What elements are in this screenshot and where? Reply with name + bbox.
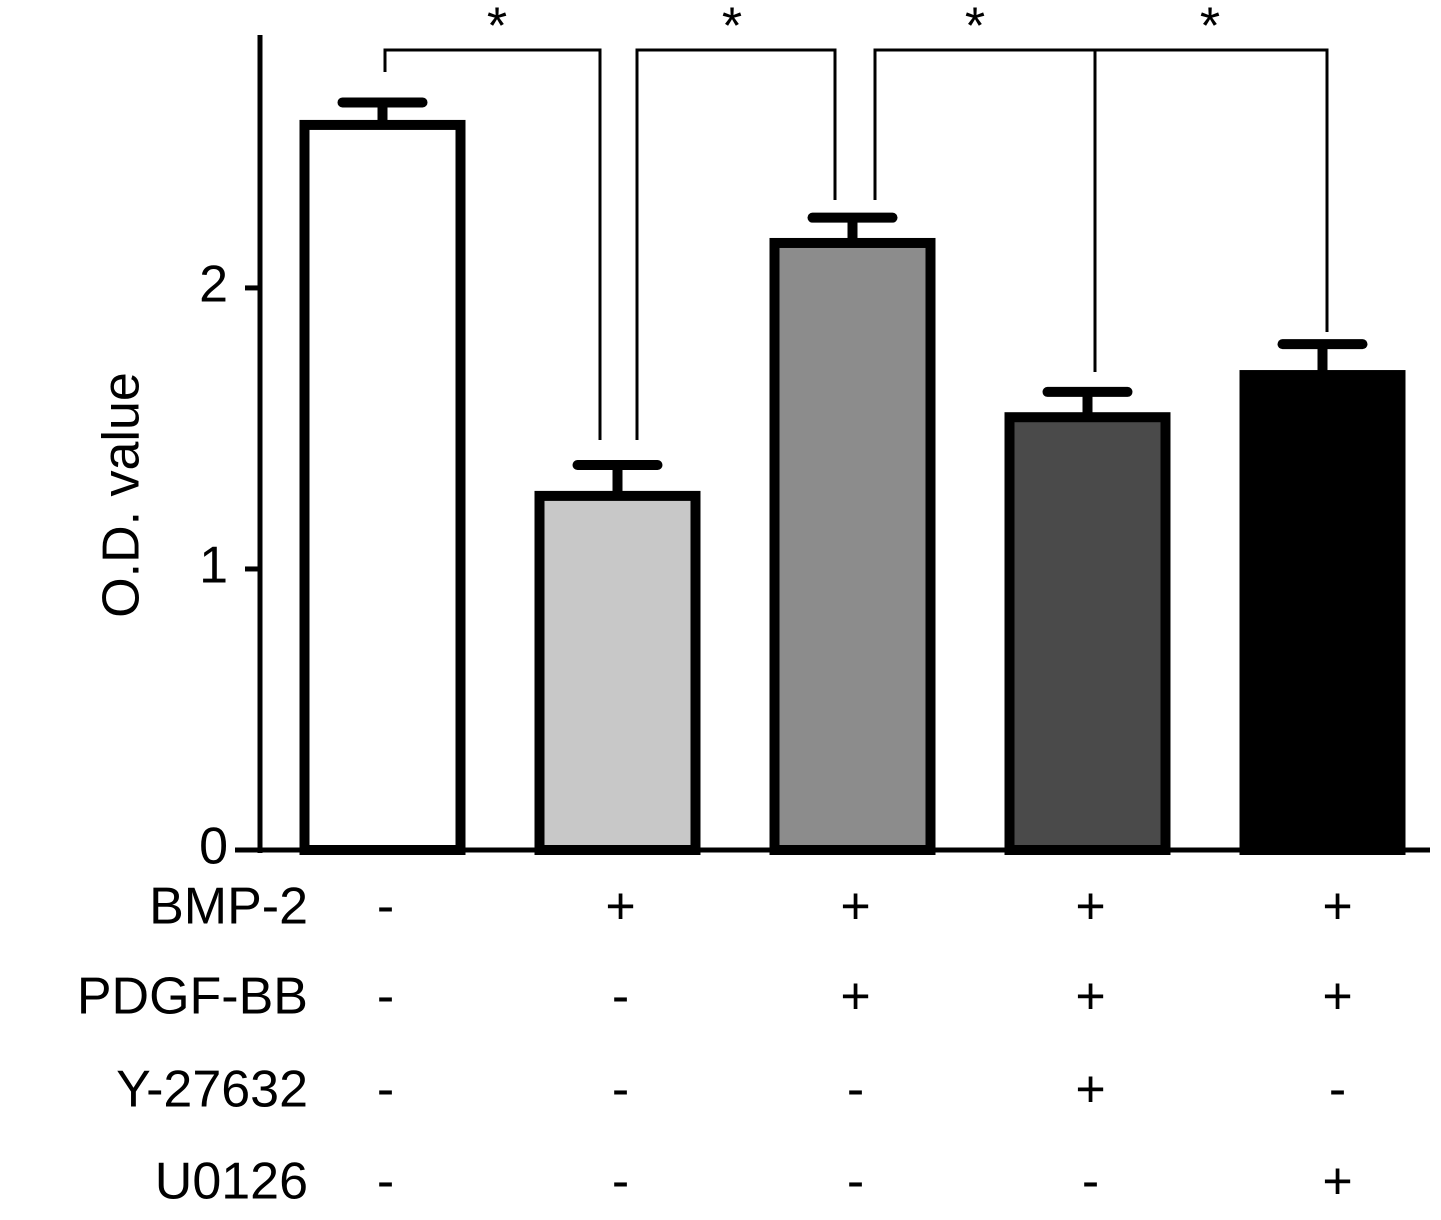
treatment-sign: + (1075, 968, 1105, 1026)
treatment-sign: - (1329, 1061, 1346, 1119)
treatment-sign: + (605, 878, 635, 936)
significance-bracket (873, 48, 1097, 372)
significance-bracket (383, 48, 602, 440)
significance-label: * (722, 0, 742, 56)
treatment-sign: - (847, 1061, 864, 1119)
treatment-sign: - (377, 1153, 394, 1211)
y-tick-label: 2 (199, 256, 228, 314)
treatment-sign: + (1075, 878, 1105, 936)
treatment-sign: + (1322, 968, 1352, 1026)
treatment-sign: - (612, 1153, 629, 1211)
treatment-sign: - (1082, 1153, 1099, 1211)
treatment-sign: - (377, 878, 394, 936)
treatment-sign: - (377, 1061, 394, 1119)
treatment-sign: + (1322, 1153, 1352, 1211)
bar (1239, 370, 1406, 855)
treatment-sign: - (612, 968, 629, 1026)
y-tick-label: 0 (199, 818, 228, 876)
bar (769, 237, 936, 855)
significance-label: * (487, 0, 507, 56)
significance-label: * (965, 0, 985, 56)
bar (1004, 412, 1171, 855)
treatment-label: PDGF-BB (77, 968, 308, 1026)
treatment-sign: - (377, 968, 394, 1026)
treatment-sign: + (1322, 878, 1352, 936)
treatment-label: U0126 (155, 1153, 308, 1211)
bar (299, 119, 466, 856)
y-axis-label: O.D. value (93, 372, 151, 618)
treatment-label: BMP-2 (149, 878, 308, 936)
significance-bracket (1095, 48, 1329, 332)
treatment-sign: - (612, 1061, 629, 1119)
y-tick-label: 1 (199, 537, 228, 595)
treatment-sign: - (847, 1153, 864, 1211)
treatment-sign: + (1075, 1061, 1105, 1119)
treatment-sign: + (840, 878, 870, 936)
significance-bracket (635, 48, 837, 440)
significance-label: * (1200, 0, 1220, 56)
bar (534, 490, 701, 855)
treatment-label: Y-27632 (116, 1061, 308, 1119)
treatment-sign: + (840, 968, 870, 1026)
